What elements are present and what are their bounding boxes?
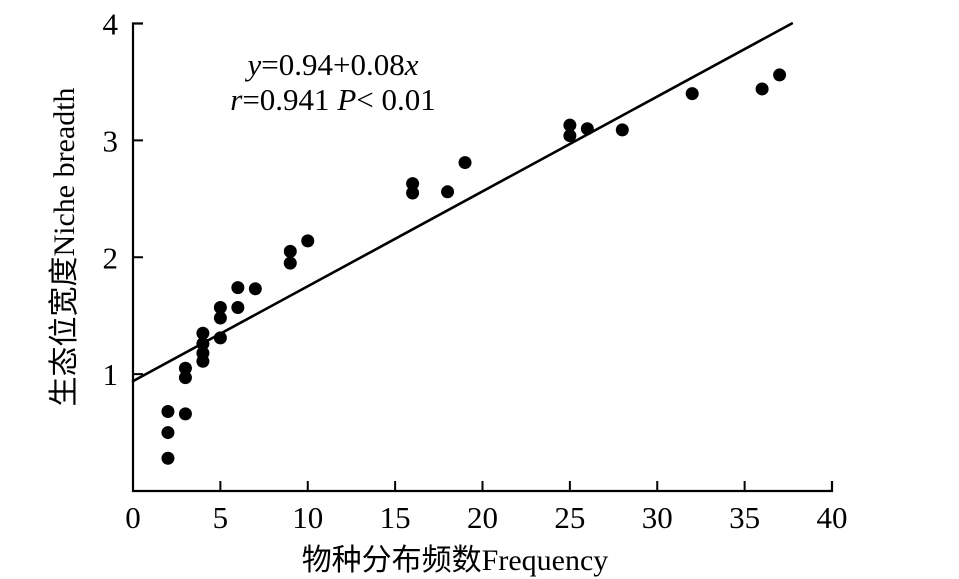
data-point (178, 361, 192, 375)
y-tick-label: 3 (103, 123, 119, 158)
data-point (563, 118, 577, 132)
data-point (773, 68, 787, 82)
y-tick-label: 4 (103, 7, 119, 42)
axis-frame (131, 22, 834, 493)
x-tick-label: 10 (292, 500, 323, 535)
annotation-equation: y=0.94+0.08x (245, 47, 419, 82)
data-point (178, 371, 192, 385)
data-point (406, 177, 420, 191)
x-tick-label: 30 (642, 500, 673, 535)
x-tick-label: 15 (380, 500, 411, 535)
x-tick-label: 0 (125, 500, 141, 535)
data-point (196, 326, 210, 340)
data-point (441, 185, 455, 199)
x-tick-label: 20 (467, 500, 498, 535)
data-point (755, 82, 769, 96)
y-tick-label: 2 (103, 240, 119, 275)
data-point (563, 129, 577, 143)
data-point (580, 122, 594, 136)
axis-ticks (133, 139, 746, 491)
data-point (283, 256, 297, 270)
axes (131, 22, 834, 493)
data-point (231, 281, 245, 295)
x-tick-label: 35 (729, 500, 760, 535)
y-axis-label: 生态位宽度Niche breadth (48, 87, 81, 406)
regression-line-group (131, 22, 794, 383)
data-point (248, 282, 262, 296)
x-axis-label: 物种分布频数Frequency (302, 544, 609, 577)
data-point (213, 331, 227, 345)
data-point (161, 405, 175, 419)
data-points (161, 68, 787, 465)
data-point (161, 426, 175, 440)
y-tick-label: 1 (103, 357, 119, 392)
data-point (615, 123, 629, 137)
data-point (196, 346, 210, 360)
data-point (283, 244, 297, 258)
x-tick-label: 5 (213, 500, 229, 535)
x-tick-label: 25 (554, 500, 585, 535)
tick-labels: 0 5 10 15 20 25 30 35 40 1 2 3 4 (103, 7, 848, 536)
data-point (406, 186, 420, 200)
data-point (196, 337, 210, 351)
data-point (301, 234, 315, 248)
data-point (213, 311, 227, 325)
annotation-statistics: r=0.941 P< 0.01 (230, 82, 435, 117)
data-point (178, 407, 192, 421)
data-point (161, 451, 175, 465)
x-tick-label: 40 (817, 500, 848, 535)
data-point (231, 301, 245, 315)
regression-line (131, 22, 794, 383)
data-point (458, 156, 472, 170)
data-point (685, 87, 699, 101)
data-point (213, 301, 227, 315)
